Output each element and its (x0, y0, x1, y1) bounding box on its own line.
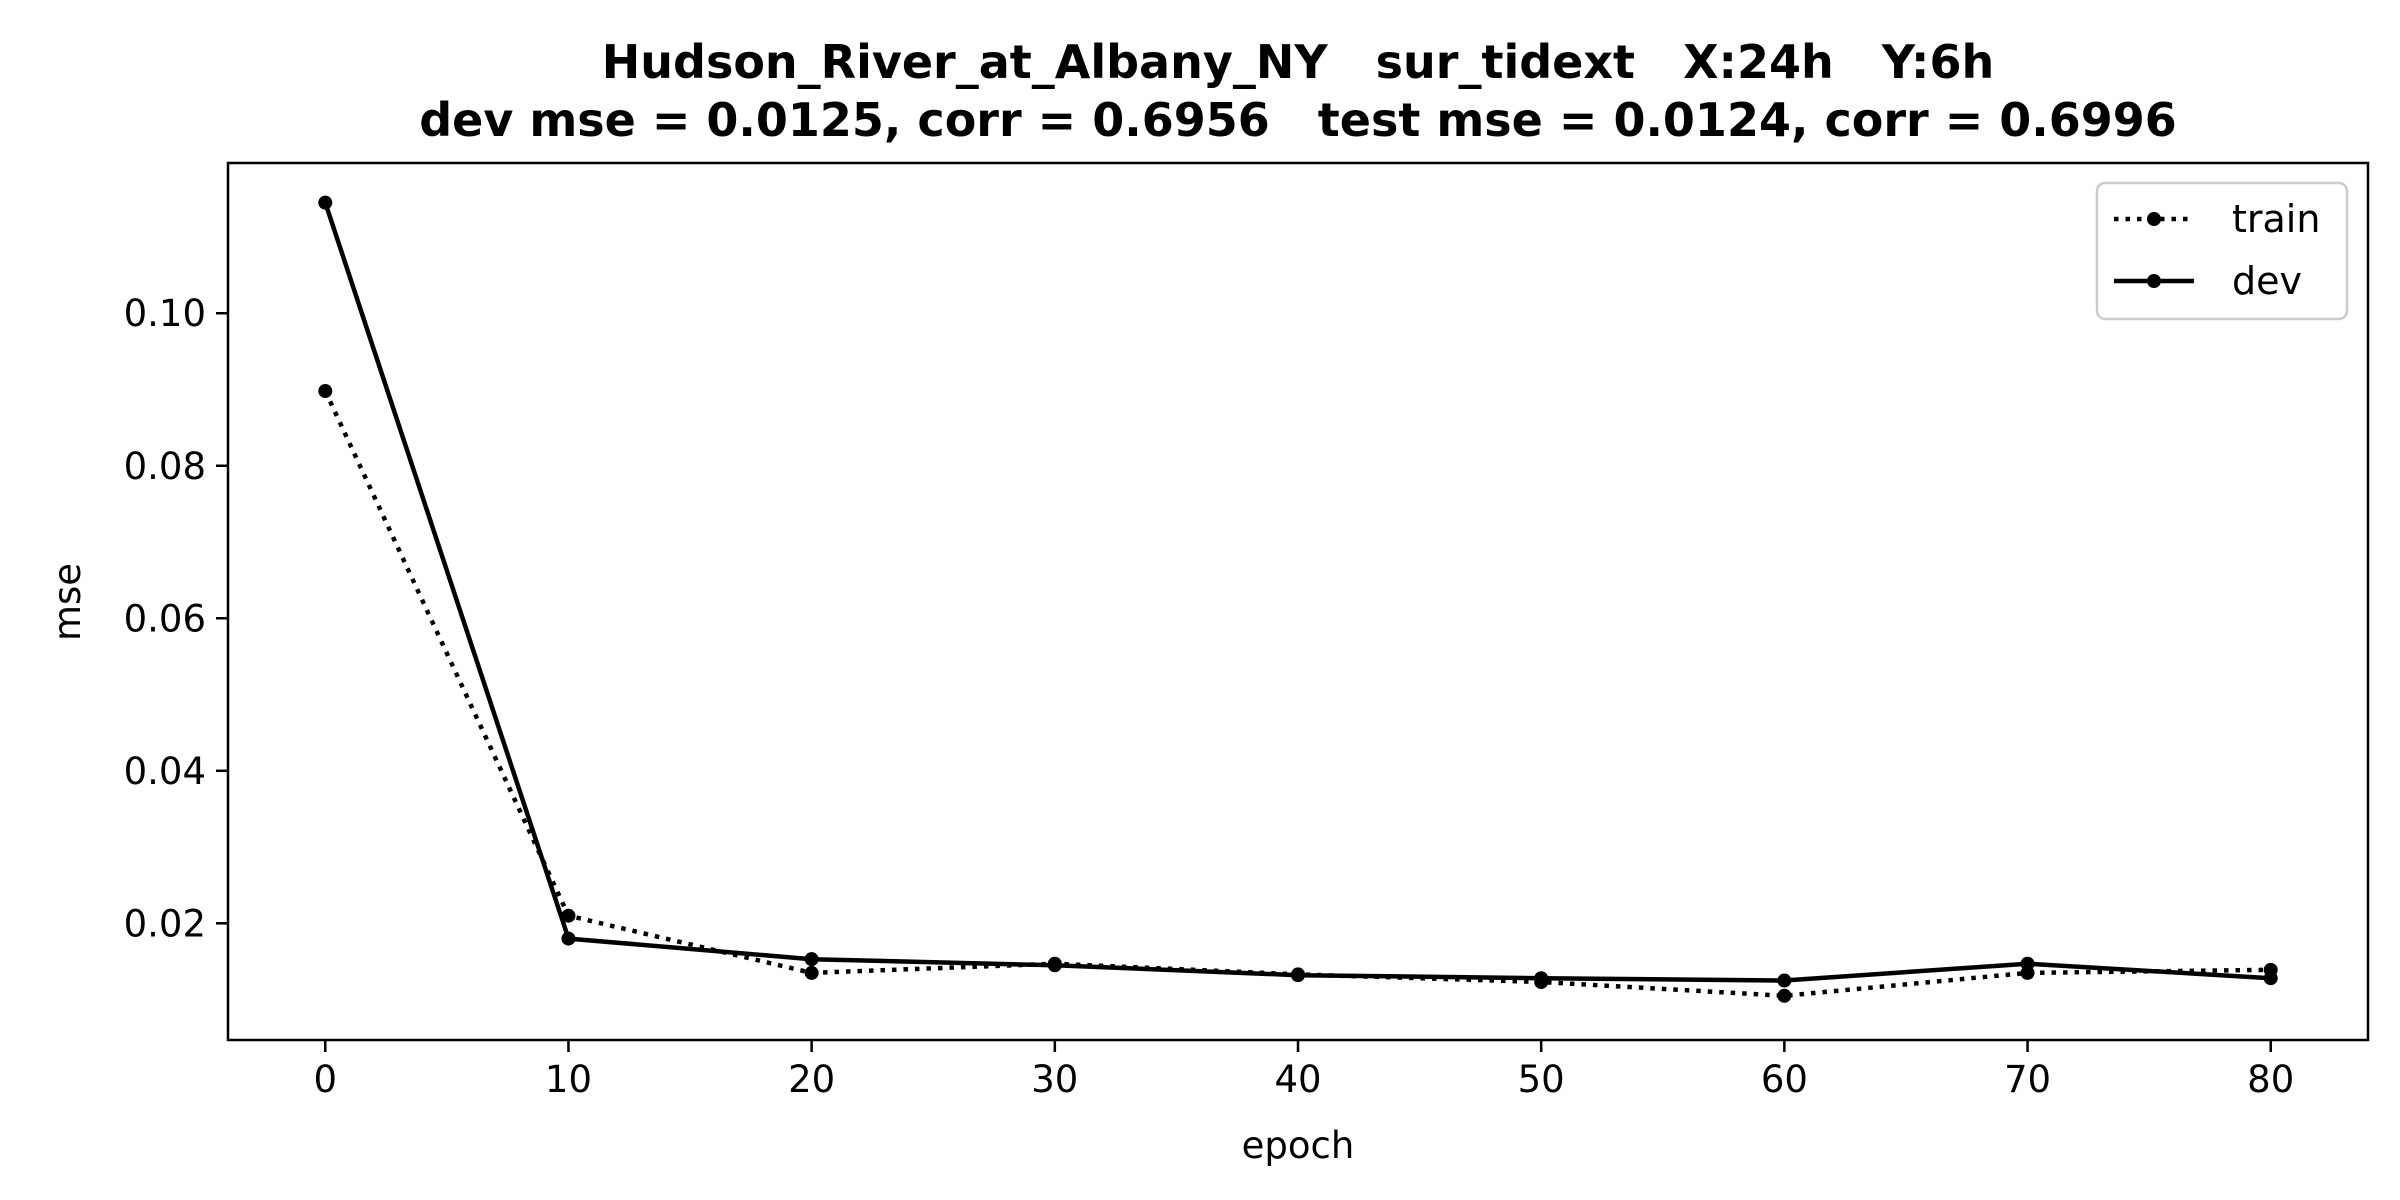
y-tick-label: 0.10 (124, 292, 206, 335)
y-tick-label: 0.02 (124, 902, 206, 945)
x-tick-label: 80 (2247, 1058, 2294, 1101)
x-tick-label: 40 (1274, 1058, 1321, 1101)
legend-dev-label: dev (2232, 259, 2302, 303)
legend: train dev (2095, 181, 2349, 321)
y-tick-label: 0.08 (124, 445, 206, 488)
series-train-point (1777, 988, 1792, 1003)
x-axis-label: epoch (1242, 1124, 1355, 1167)
legend-train-marker (2147, 212, 2161, 226)
series-dev-point (1534, 971, 1549, 986)
x-tick-label: 60 (1761, 1058, 1808, 1101)
y-tick-label: 0.06 (124, 597, 206, 640)
plot-frame (226, 161, 2370, 1042)
plot-layer (216, 195, 2278, 1052)
chart-subtitle: dev mse = 0.0125, corr = 0.6956 test mse… (419, 93, 2177, 147)
legend-train-label: train (2232, 197, 2320, 241)
y-axis-label: mse (46, 563, 89, 641)
x-tick-label: 30 (1031, 1058, 1078, 1101)
series-dev-point (2263, 971, 2278, 986)
series-dev-point (1777, 973, 1792, 988)
series-dev-point (1291, 968, 1305, 983)
series-dev-point (561, 931, 576, 946)
x-tick-label: 10 (545, 1058, 592, 1101)
x-tick-label: 50 (1518, 1058, 1565, 1101)
x-tick-label: 0 (313, 1058, 337, 1101)
series-dev-point (2020, 956, 2035, 971)
series-dev-point (804, 952, 819, 967)
series-train-point (561, 908, 576, 923)
y-tick-label: 0.04 (124, 750, 206, 793)
x-tick-label: 20 (788, 1058, 835, 1101)
series-train-point (804, 965, 819, 980)
series-train-point (318, 384, 333, 399)
legend-dev-marker (2147, 274, 2161, 288)
chart-title: Hudson_River_at_Albany_NY sur_tidext X:2… (602, 35, 1994, 89)
series-dev-point (318, 195, 333, 210)
series-dev-point (1047, 958, 1062, 973)
x-tick-label: 70 (2004, 1058, 2051, 1101)
